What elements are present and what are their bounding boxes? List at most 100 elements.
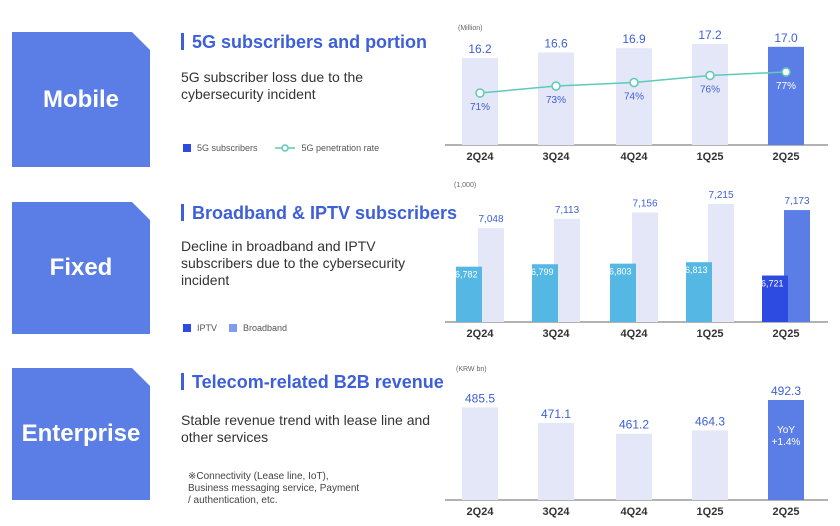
mobile-category-label: 4Q24: [621, 151, 649, 163]
fixed-chart: 7,048 6,782 2Q24 7,113 6,799 3Q24 7,156 6,803 4Q…: [445, 175, 828, 351]
enterprise-bar: [616, 433, 652, 500]
enterprise-description: Stable revenue trend with lease line and…: [181, 412, 431, 445]
fixed-category-label: 2Q24: [467, 328, 495, 340]
fixed-iptv-value: 6,799: [531, 267, 554, 277]
mobile-category-label: 3Q24: [543, 151, 571, 163]
mobile-bar-value: 16.6: [544, 36, 568, 50]
fixed-iptv-bar: [686, 262, 712, 322]
enterprise-title-text: Telecom-related B2B revenue: [192, 372, 444, 392]
fixed-broadband-value: 7,113: [555, 205, 580, 216]
mobile-bar: [616, 48, 652, 146]
mobile-section: Mobile 5G subscribers and portion 5G sub…: [0, 0, 840, 175]
enterprise-bar-value: 485.5: [465, 391, 495, 405]
legend-broadband-swatch: [229, 324, 238, 332]
enterprise-title: Telecom-related B2B revenue: [181, 372, 444, 393]
legend-iptv-label: IPTV: [197, 323, 218, 333]
enterprise-bar: [692, 430, 728, 500]
enterprise-bar: [462, 407, 498, 500]
mobile-description: 5G subscriber loss due to the cybersecur…: [181, 69, 364, 102]
mobile-category-label: 1Q25: [697, 151, 724, 163]
enterprise-unit: (KRW bn): [456, 366, 487, 373]
fixed-unit: (1,000): [454, 182, 477, 189]
mobile-title: 5G subscribers and portion: [181, 32, 427, 53]
fixed-iptv-bar: [456, 266, 482, 322]
mobile-rate-point: [629, 77, 639, 88]
fixed-broadband-bar: [708, 204, 734, 322]
fixed-iptv-bar: [762, 275, 788, 322]
mobile-bar: [768, 46, 804, 145]
enterprise-segment-tag: Enterprise: [12, 368, 150, 500]
enterprise-bar: [768, 400, 804, 500]
mobile-bar-value: 16.2: [468, 42, 492, 56]
mobile-bar-value: 16.9: [622, 32, 646, 46]
title-bar-icon: [181, 33, 184, 50]
enterprise-category-label: 4Q24: [621, 506, 649, 518]
enterprise-category-label: 2Q24: [467, 506, 495, 518]
fixed-iptv-value: 6,782: [455, 270, 478, 280]
title-bar-icon: [181, 204, 184, 221]
fixed-broadband-bar: [478, 228, 504, 322]
fixed-category-label: 3Q24: [543, 328, 571, 340]
enterprise-category-label: 2Q25: [773, 506, 800, 518]
enterprise-chart-svg: 485.5 2Q24 471.1 3Q24 461.2 4Q24 464.3 1Q25 492.…: [445, 384, 828, 518]
enterprise-category-label: 1Q25: [697, 506, 724, 518]
fixed-category-label: 2Q25: [773, 328, 800, 340]
mobile-bar: [462, 58, 498, 145]
mobile-unit: (Million): [458, 25, 483, 32]
fixed-broadband-value: 7,215: [708, 190, 733, 201]
legend-bar-swatch: [183, 144, 191, 152]
fixed-iptv-bar: [610, 263, 636, 322]
legend-iptv-swatch: [183, 324, 191, 332]
fixed-title: Broadband & IPTV subscribers: [181, 203, 457, 224]
mobile-rate-label: 71%: [470, 102, 490, 113]
mobile-bar: [692, 44, 728, 145]
enterprise-yoy-value: +1.4%: [772, 437, 801, 448]
fixed-broadband-value: 7,048: [478, 214, 503, 225]
mobile-segment-label: Mobile: [43, 85, 119, 113]
mobile-rate-label: 74%: [624, 92, 644, 103]
mobile-chart-svg: 16.2 2Q24 16.6 3Q24 16.9 4Q24 17.2 1Q25 17.0 2Q25…: [445, 28, 828, 163]
fixed-title-text: Broadband & IPTV subscribers: [192, 203, 458, 223]
mobile-rate-point: [781, 67, 791, 77]
mobile-rate-point: [475, 88, 485, 98]
legend-broadband-label: Broadband: [243, 323, 288, 333]
legend-line-label: 5G penetration rate: [301, 143, 380, 153]
fixed-iptv-value: 6,721: [761, 279, 784, 289]
mobile-rate-label: 76%: [700, 85, 720, 96]
fixed-segment-tag: Fixed: [12, 202, 150, 334]
enterprise-category-label: 3Q24: [543, 506, 571, 518]
fixed-segment-label: Fixed: [49, 254, 113, 281]
mobile-category-label: 2Q25: [773, 151, 800, 163]
fixed-category-label: 1Q25: [697, 328, 724, 340]
fixed-broadband-bar: [632, 212, 658, 322]
mobile-bar: [538, 52, 574, 145]
fixed-iptv-value: 6,813: [685, 265, 708, 275]
fixed-broadband-value: 7,173: [784, 196, 809, 207]
title-bar-icon: [181, 373, 184, 390]
fixed-broadband-bar: [554, 218, 580, 322]
enterprise-bar: [538, 422, 574, 500]
mobile-legend: 5G subscribers 5G penetration rate: [183, 143, 379, 153]
mobile-category-label: 2Q24: [467, 151, 495, 163]
mobile-segment-tag: Mobile: [12, 32, 150, 167]
mobile-rate-label: 73%: [546, 95, 566, 106]
fixed-chart-svg: 7,048 6,782 2Q24 7,113 6,799 3Q24 7,156 6,803 4Q…: [445, 190, 828, 340]
fixed-broadband-value: 7,156: [632, 199, 657, 210]
legend-bar-label: 5G subscribers: [197, 143, 258, 153]
fixed-iptv-value: 6,803: [609, 267, 632, 277]
enterprise-bar-value: 471.1: [541, 407, 571, 421]
enterprise-bar-value: 461.2: [619, 418, 649, 432]
enterprise-segment-label: Enterprise: [21, 420, 141, 447]
mobile-bar-value: 17.0: [774, 31, 798, 45]
mobile-rate-point: [551, 81, 561, 91]
enterprise-section: Enterprise Telecom-related B2B revenue S…: [0, 351, 840, 526]
enterprise-bar-value: 492.3: [771, 384, 801, 398]
fixed-broadband-bar: [784, 210, 810, 322]
enterprise-bar-value: 464.3: [695, 414, 725, 428]
enterprise-yoy-label: YoY: [777, 425, 795, 436]
mobile-rate-point: [705, 70, 715, 81]
fixed-category-label: 4Q24: [621, 328, 649, 340]
mobile-chart: 16.2 2Q24 16.6 3Q24 16.9 4Q24 17.2 1Q25 17.0 2Q25…: [445, 0, 828, 175]
fixed-iptv-bar: [532, 264, 558, 322]
enterprise-chart: 485.5 2Q24 471.1 3Q24 461.2 4Q24 464.3 1Q25 492.…: [445, 351, 828, 526]
